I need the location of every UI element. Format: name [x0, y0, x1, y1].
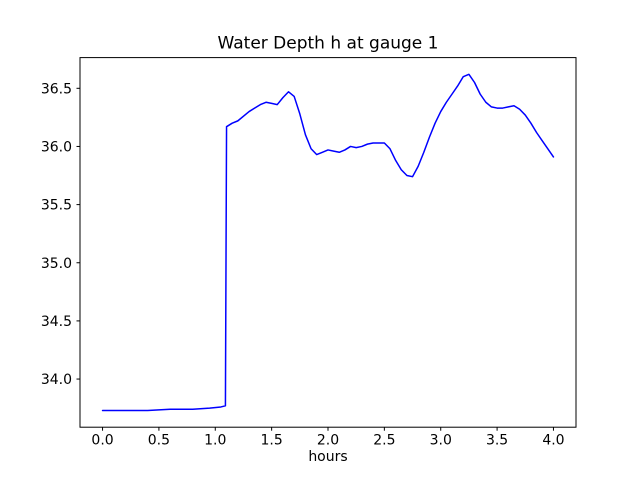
y-tick-label: 34.0 — [41, 372, 72, 388]
y-tick-label: 35.0 — [41, 256, 72, 272]
y-tick-label: 34.5 — [41, 314, 72, 330]
x-tick-label: 0.0 — [91, 433, 113, 449]
y-tick-label: 35.5 — [41, 198, 72, 214]
series-line-water-depth-h — [101, 73, 555, 412]
x-tick-label: 1.5 — [261, 433, 283, 449]
x-tick-label: 3.5 — [486, 433, 508, 449]
x-tick-label: 1.0 — [204, 433, 226, 449]
y-tick-label: 36.0 — [41, 139, 72, 155]
x-tick-label: 4.0 — [542, 433, 564, 449]
x-axis-label: hours — [308, 449, 347, 465]
x-tick-label: 2.5 — [373, 433, 395, 449]
chart-title: Water Depth h at gauge 1 — [218, 34, 439, 54]
x-tick-label: 0.5 — [148, 433, 170, 449]
y-tick-label: 36.5 — [41, 81, 72, 97]
plot-area — [80, 57, 576, 428]
x-tick-label: 2.0 — [317, 433, 339, 449]
x-tick-label: 3.0 — [430, 433, 452, 449]
